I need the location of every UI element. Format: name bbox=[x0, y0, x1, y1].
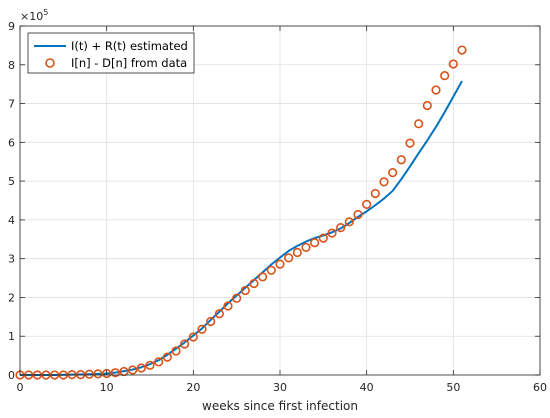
y-tick-label: 6 bbox=[8, 136, 15, 149]
data-marker bbox=[197, 324, 207, 334]
y-tick-label: 0 bbox=[8, 369, 15, 382]
data-marker bbox=[440, 71, 450, 81]
data-marker bbox=[93, 369, 103, 379]
data-marker bbox=[145, 360, 155, 370]
legend-marker-swatch bbox=[45, 58, 55, 68]
data-marker bbox=[310, 238, 320, 248]
y-multiplier-base: ×10 bbox=[20, 10, 43, 23]
data-marker bbox=[422, 100, 432, 111]
x-tick-label: 30 bbox=[273, 381, 287, 394]
data-marker bbox=[336, 223, 346, 233]
data-marker bbox=[457, 45, 467, 55]
data-marker bbox=[414, 119, 424, 129]
data-marker bbox=[405, 138, 415, 148]
y-tick-label: 5 bbox=[8, 175, 15, 188]
data-marker bbox=[223, 301, 233, 311]
data-marker bbox=[318, 233, 328, 243]
data-marker bbox=[136, 363, 146, 373]
legend-label-estimated: I(t) + R(t) estimated bbox=[71, 39, 188, 53]
data-marker bbox=[249, 278, 259, 289]
data-marker bbox=[292, 247, 302, 258]
data-marker bbox=[102, 368, 112, 379]
data-marker bbox=[301, 242, 311, 253]
data-marker bbox=[370, 188, 380, 199]
data-marker bbox=[362, 199, 372, 209]
data-marker bbox=[353, 209, 363, 220]
data-marker bbox=[379, 177, 389, 187]
data-marker bbox=[162, 352, 172, 362]
data-marker bbox=[110, 368, 120, 378]
data-marker bbox=[154, 357, 164, 367]
y-tick-label: 1 bbox=[8, 330, 15, 343]
y-tick-label: 4 bbox=[8, 214, 15, 227]
x-tick-label: 20 bbox=[186, 381, 200, 394]
x-tick-label: 50 bbox=[446, 381, 460, 394]
data-marker bbox=[284, 253, 294, 263]
y-tick-label: 8 bbox=[8, 59, 15, 72]
data-marker bbox=[448, 59, 458, 69]
data-marker bbox=[188, 332, 198, 342]
data-marker bbox=[344, 217, 354, 227]
ticks bbox=[19, 25, 541, 376]
data-marker bbox=[275, 259, 285, 269]
data-marker bbox=[266, 265, 276, 275]
data-marker bbox=[214, 309, 224, 319]
y-multiplier: ×105 bbox=[20, 8, 48, 23]
y-tick-label: 2 bbox=[8, 291, 15, 304]
data-marker bbox=[240, 285, 250, 296]
y-tick-label: 3 bbox=[8, 253, 15, 266]
data-marker bbox=[232, 293, 242, 303]
x-tick-label: 60 bbox=[533, 381, 547, 394]
data-marker bbox=[258, 272, 268, 282]
x-tick-label: 40 bbox=[360, 381, 374, 394]
data-marker bbox=[180, 339, 190, 349]
x-tick-label: 0 bbox=[17, 381, 24, 394]
tick-labels: 0 10 20 30 40 50 60 0 1 2 3 4 5 6 7 8 9 bbox=[8, 20, 547, 394]
legend: I(t) + R(t) estimated I[n] - D[n] from d… bbox=[27, 32, 195, 74]
y-multiplier-exponent: 5 bbox=[43, 8, 48, 17]
x-axis-label: weeks since first infection bbox=[202, 399, 358, 413]
data-marker bbox=[431, 85, 441, 95]
data-marker bbox=[171, 346, 181, 356]
data-marker bbox=[84, 369, 94, 379]
x-tick-label: 10 bbox=[100, 381, 114, 394]
data-marker bbox=[327, 228, 337, 238]
series-line-estimated bbox=[20, 80, 463, 376]
legend-box bbox=[27, 32, 195, 74]
data-marker bbox=[128, 365, 138, 375]
legend-label-data: I[n] - D[n] from data bbox=[71, 56, 187, 70]
data-marker bbox=[206, 316, 216, 327]
data-marker bbox=[396, 155, 406, 165]
data-marker bbox=[388, 167, 398, 178]
y-tick-label: 9 bbox=[8, 20, 15, 33]
y-tick-label: 7 bbox=[8, 98, 15, 111]
